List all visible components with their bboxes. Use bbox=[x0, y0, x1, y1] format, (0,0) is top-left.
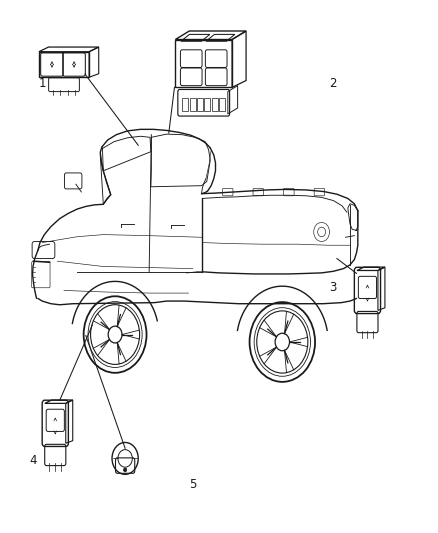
Text: 1: 1 bbox=[39, 77, 46, 90]
Text: 5: 5 bbox=[189, 478, 197, 491]
Circle shape bbox=[124, 468, 127, 472]
Text: 4: 4 bbox=[30, 454, 37, 467]
Text: 3: 3 bbox=[329, 281, 336, 294]
Text: 2: 2 bbox=[329, 77, 336, 90]
